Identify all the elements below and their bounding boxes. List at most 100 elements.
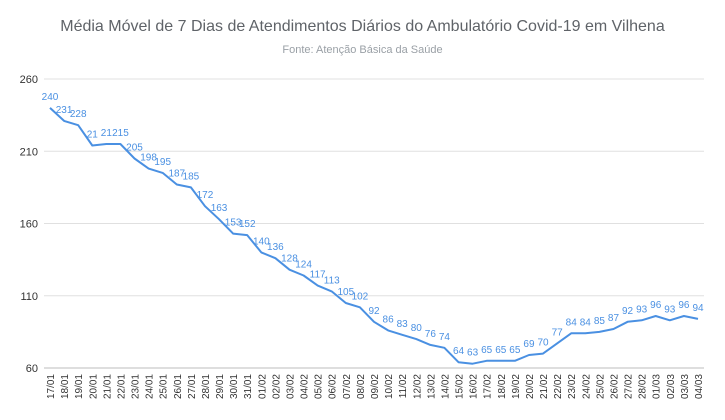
x-tick-label: 03/03 [680, 374, 691, 399]
data-label: 63 [467, 348, 479, 359]
x-tick-label: 06/02 [328, 374, 339, 399]
data-label: 185 [183, 171, 200, 182]
x-tick-label: 30/01 [229, 374, 240, 399]
x-tick-label: 09/02 [370, 374, 381, 399]
data-label: 80 [411, 323, 423, 334]
data-label: 94 [692, 303, 704, 314]
x-tick-label: 27/02 [624, 374, 635, 399]
data-label: 215 [112, 128, 129, 139]
chart-title: Média Móvel de 7 Dias de Atendimentos Di… [60, 18, 665, 35]
data-label: 163 [211, 203, 228, 214]
data-label: 65 [481, 345, 493, 356]
x-tick-label: 11/02 [398, 374, 409, 399]
data-label: 136 [267, 242, 284, 253]
x-tick-label: 27/01 [187, 374, 198, 399]
data-label: 85 [594, 316, 606, 327]
chart-subtitle: Fonte: Atenção Básica da Saúde [282, 44, 443, 56]
x-tick-label: 21/02 [539, 374, 550, 399]
x-tick-label: 04/02 [300, 374, 311, 399]
x-tick-label: 26/02 [609, 374, 620, 399]
data-label: 21 [101, 128, 113, 139]
data-label: 128 [281, 254, 298, 265]
x-tick-label: 17/01 [46, 374, 57, 399]
x-tick-label: 14/02 [440, 374, 451, 399]
x-tick-label: 20/02 [525, 374, 536, 399]
x-tick-label: 04/03 [694, 374, 705, 399]
data-label: 64 [453, 346, 465, 357]
x-tick-label: 21/01 [102, 374, 113, 399]
data-label: 187 [168, 168, 185, 179]
x-tick-label: 31/01 [243, 374, 254, 399]
x-tick-label: 23/02 [567, 374, 578, 399]
y-tick-label: 60 [26, 363, 38, 375]
data-label: 77 [552, 327, 564, 338]
series-line [49, 107, 699, 365]
x-tick-label: 25/02 [595, 374, 606, 399]
y-tick-label: 210 [20, 146, 38, 158]
x-tick-label: 24/02 [581, 374, 592, 399]
x-tick-label: 03/02 [285, 374, 296, 399]
data-label: 240 [42, 92, 59, 103]
data-label: 87 [608, 313, 620, 324]
x-tick-label: 26/01 [173, 374, 184, 399]
data-label: 153 [225, 218, 242, 229]
data-label: 93 [664, 304, 676, 315]
x-tick-label: 05/02 [314, 374, 325, 399]
data-label: 140 [253, 236, 270, 247]
x-tick-label: 02/02 [271, 374, 282, 399]
x-tick-label: 18/02 [497, 374, 508, 399]
data-label: 76 [425, 329, 437, 340]
x-tick-label: 10/02 [384, 374, 395, 399]
x-tick-label: 19/01 [74, 374, 85, 399]
data-label: 84 [580, 317, 592, 328]
x-tick-label: 02/03 [666, 374, 677, 399]
data-label: 74 [439, 332, 451, 343]
x-tick-label: 29/01 [215, 374, 226, 399]
x-tick-label: 19/02 [511, 374, 522, 399]
x-tick-label: 20/01 [88, 374, 99, 399]
data-label: 113 [324, 275, 340, 286]
x-tick-label: 13/02 [426, 374, 437, 399]
data-label: 152 [239, 219, 256, 230]
data-label: 198 [140, 153, 157, 164]
x-tick-label: 16/02 [469, 374, 480, 399]
x-tick-label: 17/02 [483, 374, 494, 399]
data-label: 172 [197, 190, 214, 201]
data-label: 70 [537, 338, 549, 349]
x-tick-label: 22/02 [553, 374, 564, 399]
data-label: 93 [636, 304, 648, 315]
data-label: 92 [368, 306, 380, 317]
data-label: 83 [397, 319, 409, 330]
x-tick-label: 01/03 [652, 374, 663, 399]
data-label: 65 [495, 345, 507, 356]
data-label: 69 [523, 339, 535, 350]
data-label: 205 [126, 142, 143, 153]
x-tick-label: 01/02 [257, 374, 268, 399]
x-tick-label: 28/01 [201, 374, 212, 399]
data-label: 65 [509, 345, 521, 356]
x-tick-label: 24/01 [145, 374, 156, 399]
data-label: 96 [650, 300, 662, 311]
x-tick-label: 22/01 [116, 374, 127, 399]
data-label: 105 [337, 287, 354, 298]
y-tick-label: 260 [20, 74, 38, 86]
data-label: 117 [310, 270, 326, 281]
x-tick-label: 18/01 [60, 374, 71, 399]
data-label: 84 [566, 317, 578, 328]
data-label: 195 [154, 157, 171, 168]
x-tick-label: 28/02 [638, 374, 649, 399]
data-label: 124 [295, 260, 312, 271]
y-tick-label: 110 [20, 291, 38, 303]
y-tick-label: 160 [20, 219, 38, 231]
x-tick-label: 25/01 [159, 374, 170, 399]
data-label: 86 [383, 314, 395, 325]
data-label: 102 [352, 291, 369, 302]
data-label: 228 [70, 109, 87, 120]
data-label: 96 [678, 300, 690, 311]
data-label: 21 [87, 129, 99, 140]
data-label: 92 [622, 306, 634, 317]
x-tick-label: 23/01 [131, 374, 142, 399]
data-label: 231 [56, 105, 73, 116]
x-tick-label: 15/02 [455, 374, 466, 399]
